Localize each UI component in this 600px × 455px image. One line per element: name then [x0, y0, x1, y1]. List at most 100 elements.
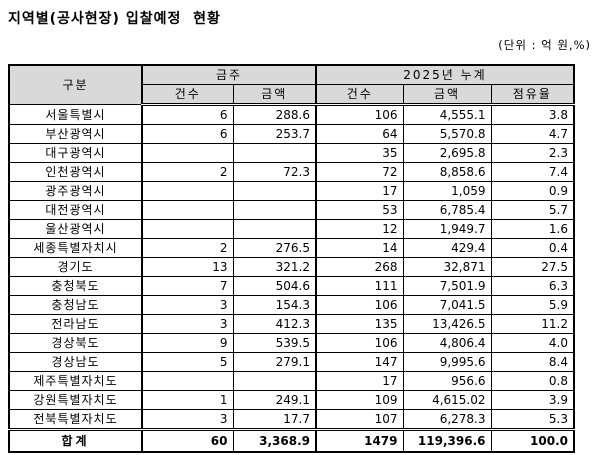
header-gubun: 구분 — [8, 64, 143, 105]
cum-count-cell: 12 — [315, 219, 404, 239]
table-row: 충청남도 3 154.3 106 7,041.5 5.9 — [8, 295, 575, 315]
cum-amount-cell: 956.6 — [402, 371, 492, 391]
share-cell: 3.9 — [490, 390, 575, 410]
header-week-count: 건수 — [141, 84, 234, 106]
cum-amount-cell: 1,059 — [402, 181, 492, 201]
week-count-cell: 6 — [141, 104, 234, 125]
share-cell: 5.7 — [490, 200, 575, 220]
week-amount-cell: 412.3 — [232, 314, 317, 334]
cum-count-cell: 135 — [315, 314, 404, 334]
table-row: 충청북도 7 504.6 111 7,501.9 6.3 — [8, 276, 575, 296]
week-count-cell: 3 — [141, 409, 234, 430]
table-row: 대구광역시 35 2,695.8 2.3 — [8, 143, 575, 163]
region-cell: 경상남도 — [8, 352, 143, 372]
region-cell: 강원특별자치도 — [8, 390, 143, 410]
table-body: 서울특별시 6 288.6 106 4,555.1 3.8 부산광역시 6 25… — [8, 104, 575, 430]
cum-amount-cell: 2,695.8 — [402, 143, 492, 163]
cum-count-cell: 107 — [315, 409, 404, 430]
header-this-week: 금주 — [141, 64, 317, 85]
week-amount-cell: 154.3 — [232, 295, 317, 315]
week-amount-cell — [232, 219, 317, 239]
cum-amount-cell: 6,785.4 — [402, 200, 492, 220]
week-count-cell: 2 — [141, 162, 234, 182]
cum-amount-cell: 8,858.6 — [402, 162, 492, 182]
week-amount-cell: 72.3 — [232, 162, 317, 182]
region-cell: 충청남도 — [8, 295, 143, 315]
cum-count-cell: 268 — [315, 257, 404, 277]
week-count-cell — [141, 219, 234, 239]
header-week-amount: 금액 — [232, 84, 317, 106]
region-cell: 전북특별자치도 — [8, 409, 143, 430]
region-cell: 세종특별자치시 — [8, 238, 143, 258]
header-2025-cumulative: 2025년 누계 — [315, 64, 575, 85]
table-row: 서울특별시 6 288.6 106 4,555.1 3.8 — [8, 104, 575, 125]
cum-amount-cell: 1,949.7 — [402, 219, 492, 239]
week-amount-cell: 253.7 — [232, 124, 317, 144]
table-row: 경상북도 9 539.5 106 4,806.4 4.0 — [8, 333, 575, 353]
header-cum-amount: 금액 — [402, 84, 492, 106]
share-cell: 27.5 — [490, 257, 575, 277]
share-cell: 5.3 — [490, 409, 575, 430]
week-amount-cell — [232, 371, 317, 391]
table-row: 광주광역시 17 1,059 0.9 — [8, 181, 575, 201]
cum-count-cell: 109 — [315, 390, 404, 410]
week-count-cell: 6 — [141, 124, 234, 144]
region-cell: 전라남도 — [8, 314, 143, 334]
week-count-cell: 2 — [141, 238, 234, 258]
cum-amount-cell: 4,555.1 — [402, 104, 492, 125]
header-share: 점유율 — [490, 84, 575, 106]
cum-amount-cell: 4,806.4 — [402, 333, 492, 353]
week-count-cell: 3 — [141, 314, 234, 334]
cum-amount-cell: 5,570.8 — [402, 124, 492, 144]
cum-count-cell: 106 — [315, 295, 404, 315]
page-title: 지역별(공사현장) 입찰예정 현황 — [8, 11, 221, 27]
cum-count-cell: 53 — [315, 200, 404, 220]
region-cell: 제주특별자치도 — [8, 371, 143, 391]
total-cum-count: 1479 — [315, 428, 404, 453]
cum-count-cell: 72 — [315, 162, 404, 182]
table-row: 전북특별자치도 3 17.7 107 6,278.3 5.3 — [8, 409, 575, 430]
cum-count-cell: 106 — [315, 104, 404, 125]
total-row: 합계 60 3,368.9 1479 119,396.6 100.0 — [8, 428, 575, 453]
share-cell: 2.3 — [490, 143, 575, 163]
table-header: 구분 금주 2025년 누계 건수 금액 건수 금액 점유율 — [8, 64, 575, 106]
region-cell: 경상북도 — [8, 333, 143, 353]
region-cell: 대전광역시 — [8, 200, 143, 220]
table-footer: 합계 60 3,368.9 1479 119,396.6 100.0 — [8, 428, 575, 453]
week-amount-cell — [232, 200, 317, 220]
region-cell: 광주광역시 — [8, 181, 143, 201]
unit-label: (단위 : 억 원,%) — [498, 38, 591, 52]
share-cell: 6.3 — [490, 276, 575, 296]
total-cum-amount: 119,396.6 — [402, 428, 492, 453]
bid-status-table: 구분 금주 2025년 누계 건수 금액 건수 금액 점유율 서울특별시 6 2… — [8, 64, 575, 453]
cum-count-cell: 147 — [315, 352, 404, 372]
share-cell: 0.9 — [490, 181, 575, 201]
week-amount-cell: 321.2 — [232, 257, 317, 277]
table-row: 강원특별자치도 1 249.1 109 4,615.02 3.9 — [8, 390, 575, 410]
share-cell: 1.6 — [490, 219, 575, 239]
table-row: 경기도 13 321.2 268 32,871 27.5 — [8, 257, 575, 277]
cum-amount-cell: 9,995.6 — [402, 352, 492, 372]
table-row: 제주특별자치도 17 956.6 0.8 — [8, 371, 575, 391]
week-count-cell: 9 — [141, 333, 234, 353]
share-cell: 5.9 — [490, 295, 575, 315]
week-count-cell: 13 — [141, 257, 234, 277]
region-cell: 서울특별시 — [8, 104, 143, 125]
share-cell: 0.8 — [490, 371, 575, 391]
cum-amount-cell: 6,278.3 — [402, 409, 492, 430]
cum-count-cell: 17 — [315, 371, 404, 391]
week-amount-cell: 504.6 — [232, 276, 317, 296]
week-count-cell — [141, 181, 234, 201]
cum-count-cell: 64 — [315, 124, 404, 144]
cum-count-cell: 106 — [315, 333, 404, 353]
header-cum-count: 건수 — [315, 84, 404, 106]
week-amount-cell: 17.7 — [232, 409, 317, 430]
week-count-cell — [141, 200, 234, 220]
table-row: 대전광역시 53 6,785.4 5.7 — [8, 200, 575, 220]
cum-amount-cell: 4,615.02 — [402, 390, 492, 410]
cum-amount-cell: 32,871 — [402, 257, 492, 277]
total-week-amount: 3,368.9 — [232, 428, 317, 453]
week-amount-cell: 539.5 — [232, 333, 317, 353]
table-row: 경상남도 5 279.1 147 9,995.6 8.4 — [8, 352, 575, 372]
week-count-cell: 7 — [141, 276, 234, 296]
